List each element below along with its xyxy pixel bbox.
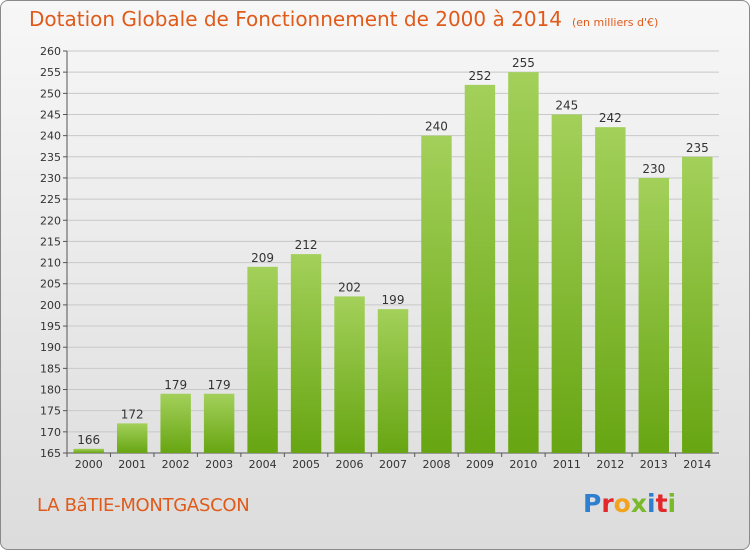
bar [421, 135, 452, 453]
value-label: 172 [121, 407, 144, 421]
x-tick-label: 2013 [640, 458, 668, 471]
bar [247, 266, 278, 453]
x-tick-label: 2004 [249, 458, 277, 471]
x-tick-label: 2012 [596, 458, 624, 471]
logo-letter: i [667, 489, 677, 518]
x-tick-label: 2003 [205, 458, 233, 471]
y-tick-label: 205 [40, 278, 61, 291]
proxiti-logo: Proxiti [583, 489, 676, 518]
bar [334, 296, 365, 453]
bar [551, 114, 583, 453]
logo-letter: o [613, 489, 631, 518]
bar [160, 393, 191, 453]
logo-letter: x [630, 489, 647, 518]
x-tick-label: 2011 [553, 458, 581, 471]
value-label: 240 [425, 120, 448, 134]
x-tick-label: 2000 [75, 458, 103, 471]
y-tick-label: 165 [40, 447, 61, 460]
y-tick-label: 225 [40, 193, 61, 206]
value-label: 202 [338, 280, 361, 294]
bar [73, 448, 104, 453]
value-label: 242 [599, 111, 622, 125]
x-tick-label: 2014 [683, 458, 711, 471]
logo-letter: t [655, 489, 668, 518]
place-name: LA BâTIE-MONTGASCON [37, 495, 250, 516]
y-tick-label: 185 [40, 362, 61, 375]
value-label: 179 [208, 378, 231, 392]
bar [116, 423, 148, 453]
chart-title: Dotation Globale de Fonctionnement de 20… [29, 7, 658, 31]
x-tick-label: 2008 [422, 458, 450, 471]
value-label: 212 [295, 238, 318, 252]
value-label: 179 [164, 378, 187, 392]
y-tick-label: 240 [40, 130, 61, 143]
bar [508, 72, 539, 453]
bar [638, 177, 670, 453]
x-tick-label: 2002 [162, 458, 190, 471]
value-label: 209 [251, 251, 274, 265]
y-tick-label: 170 [40, 426, 61, 439]
y-tick-label: 180 [40, 384, 61, 397]
y-tick-label: 210 [40, 257, 61, 270]
y-tick-label: 215 [40, 235, 61, 248]
y-tick-label: 250 [40, 87, 61, 100]
bar [682, 156, 713, 453]
title-unit: (en milliers d'€) [572, 16, 659, 29]
bar [595, 127, 626, 453]
logo-letter: i [647, 489, 656, 518]
value-label: 255 [512, 56, 535, 70]
x-tick-label: 2005 [292, 458, 320, 471]
bar [464, 84, 496, 453]
title-text: Dotation Globale de Fonctionnement de 20… [29, 7, 562, 31]
y-tick-label: 235 [40, 151, 61, 164]
y-tick-label: 195 [40, 320, 61, 333]
x-tick-label: 2009 [466, 458, 494, 471]
bars [73, 72, 713, 453]
x-tick-label: 2010 [509, 458, 537, 471]
logo-letter: P [583, 489, 602, 518]
y-tick-label: 200 [40, 299, 61, 312]
bar [377, 309, 409, 453]
value-label: 245 [555, 98, 578, 112]
y-tick-label: 260 [40, 45, 61, 58]
x-tick-label: 2006 [336, 458, 364, 471]
value-label: 252 [468, 69, 491, 83]
x-tick-label: 2001 [118, 458, 146, 471]
logo-letter: r [601, 489, 614, 518]
y-tick-label: 230 [40, 172, 61, 185]
value-label: 230 [642, 162, 665, 176]
y-tick-label: 245 [40, 108, 61, 121]
bar [290, 254, 322, 453]
value-label: 199 [382, 293, 405, 307]
value-label: 235 [686, 141, 709, 155]
labels: 165 170 175 180 185 190 195 200 205 210 215 220 225 2… [40, 45, 711, 471]
x-tick-label: 2007 [379, 458, 407, 471]
y-tick-label: 175 [40, 405, 61, 418]
value-label: 166 [77, 433, 100, 447]
y-tick-label: 220 [40, 214, 61, 227]
y-tick-label: 255 [40, 66, 61, 79]
y-tick-label: 190 [40, 341, 61, 354]
bar [203, 393, 235, 453]
